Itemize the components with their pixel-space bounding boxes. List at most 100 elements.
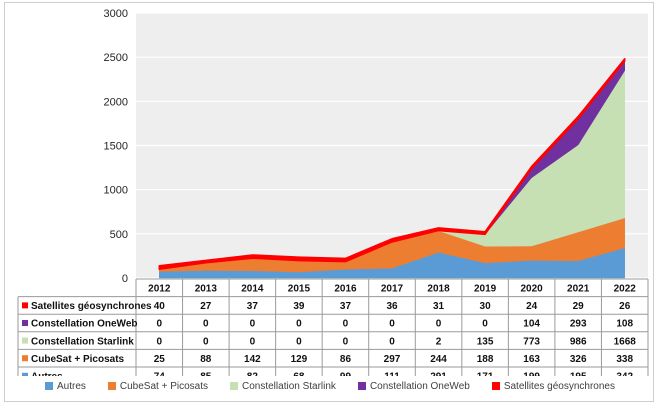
table-cell: 291 (430, 372, 447, 377)
y-tick-label: 3000 (104, 8, 128, 20)
table-row-label: Constellation OneWeb (31, 319, 138, 330)
legend-label: Autres (56, 380, 86, 392)
table-header-cell: 2017 (381, 284, 404, 295)
table-cell: 0 (343, 336, 349, 347)
table-cell: 163 (523, 354, 540, 365)
legend-label: Constellation Starlink (242, 380, 336, 392)
table-cell: 86 (340, 354, 352, 365)
table-cell: 99 (340, 372, 352, 377)
table-cell: 195 (570, 372, 587, 377)
table-cell: 129 (291, 354, 308, 365)
table-cell: 244 (430, 354, 447, 365)
row-swatch (22, 355, 28, 362)
table-cell: 773 (523, 336, 540, 347)
table-cell: 342 (616, 372, 633, 377)
table-cell: 326 (570, 354, 587, 365)
table-cell: 0 (250, 336, 256, 347)
table-cell: 0 (203, 319, 209, 330)
row-swatch (22, 372, 28, 376)
table-cell: 199 (523, 372, 540, 377)
table-cell: 0 (436, 319, 442, 330)
table-cell: 40 (154, 301, 166, 312)
row-swatch (22, 337, 28, 344)
table-cell: 0 (156, 319, 162, 330)
table-cell: 36 (386, 301, 398, 312)
table-cell: 142 (244, 354, 261, 365)
y-tick-label: 500 (110, 229, 128, 241)
table-header-cell: 2012 (148, 284, 171, 295)
table-row-label: CubeSat + Picosats (31, 354, 125, 365)
table-header-cell: 2022 (614, 284, 637, 295)
table-row-label: Autres (31, 372, 63, 377)
y-tick-label: 1500 (104, 141, 128, 153)
y-tick-label: 2500 (104, 52, 128, 64)
table-cell: 26 (619, 301, 631, 312)
table-cell: 37 (247, 301, 259, 312)
table-cell: 39 (293, 301, 305, 312)
legend-label: Constellation OneWeb (369, 380, 470, 392)
table-cell: 68 (293, 372, 305, 377)
legend-swatch (230, 382, 238, 390)
table-cell: 88 (200, 354, 212, 365)
table-cell: 0 (296, 336, 302, 347)
table-cell: 0 (250, 319, 256, 330)
table-header-cell: 2020 (521, 284, 544, 295)
table-cell: 85 (200, 372, 212, 377)
table-cell: 30 (480, 301, 492, 312)
table-cell: 31 (433, 301, 445, 312)
legend-label: Satellites géosynchrones (503, 380, 615, 392)
table-cell: 0 (482, 319, 488, 330)
table-cell: 0 (296, 319, 302, 330)
table-cell: 74 (154, 372, 166, 377)
table-cell: 25 (154, 354, 166, 365)
table-header-cell: 2018 (427, 284, 450, 295)
table-cell: 108 (616, 319, 633, 330)
series-area-4 (158, 58, 626, 271)
table-header-cell: 2015 (288, 284, 311, 295)
y-tick-label: 1000 (104, 185, 128, 197)
table-row-label: Constellation Starlink (31, 336, 134, 347)
table-cell: 104 (523, 319, 540, 330)
table-cell: 111 (384, 372, 400, 377)
table-header-cell: 2014 (241, 284, 264, 295)
table-cell: 171 (477, 372, 494, 377)
legend-item: Constellation OneWeb (357, 380, 470, 392)
table-header-cell: 2013 (195, 284, 218, 295)
row-swatch (22, 302, 28, 309)
table-header-cell: 2021 (567, 284, 590, 295)
table-cell: 338 (616, 354, 633, 365)
legend-label: CubeSat + Picosats (119, 380, 208, 392)
table-cell: 0 (203, 336, 209, 347)
table-cell: 24 (526, 301, 538, 312)
table-cell: 0 (389, 319, 395, 330)
table-cell: 986 (570, 336, 587, 347)
table-cell: 82 (247, 372, 259, 377)
table-row-label: Satellites géosynchrones (31, 301, 152, 312)
table-cell: 37 (340, 301, 352, 312)
chart-legend: Autres CubeSat + Picosats Constellation St… (0, 376, 660, 396)
legend-swatch (44, 382, 53, 390)
legend-item: Autres (44, 380, 86, 392)
y-tick-label: 0 (122, 273, 128, 285)
legend-swatch (357, 382, 366, 390)
legend-swatch (491, 382, 500, 390)
table-cell: 0 (156, 336, 162, 347)
table-cell: 293 (570, 319, 587, 330)
legend-item: Satellites géosynchrones (491, 380, 615, 392)
table-cell: 2 (436, 336, 442, 347)
table-header-cell: 2019 (474, 284, 497, 295)
table-cell: 135 (477, 336, 494, 347)
table-cell: 188 (477, 354, 494, 365)
table-cell: 27 (200, 301, 212, 312)
table-cell: 0 (343, 319, 349, 330)
table-cell: 29 (573, 301, 585, 312)
row-swatch (22, 320, 28, 326)
table-cell: 297 (384, 354, 401, 365)
table-header-cell: 2016 (334, 284, 357, 295)
legend-swatch (107, 382, 116, 390)
table-cell: 1668 (614, 336, 637, 347)
legend-item: Constellation Starlink (230, 381, 336, 392)
legend-item: CubeSat + Picosats (107, 380, 208, 392)
y-tick-label: 2000 (104, 96, 128, 108)
